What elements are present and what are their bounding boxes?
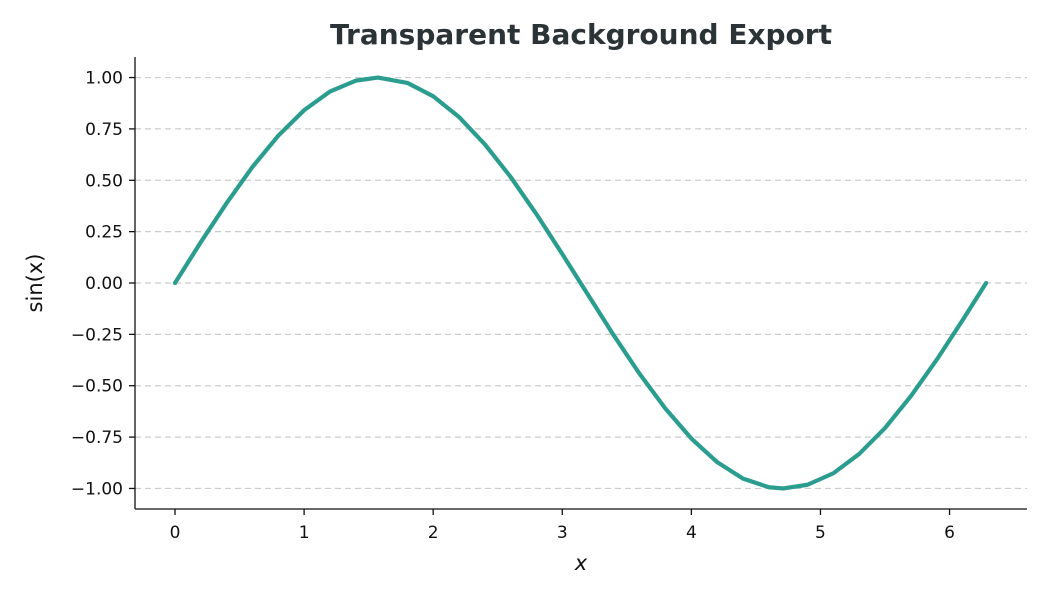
x-tick-label: 3 (557, 523, 568, 543)
y-tick-label: 0.75 (85, 120, 123, 140)
y-tick-label: −0.25 (71, 325, 123, 345)
y-tick-label: −0.75 (71, 428, 123, 448)
x-tick-label: 4 (686, 523, 697, 543)
y-axis-label: sin(x) (23, 254, 47, 313)
y-tick-label: 1.00 (85, 69, 123, 89)
x-tick-label: 1 (299, 523, 310, 543)
y-tick-label: −0.50 (71, 377, 123, 397)
chart-title: Transparent Background Export (330, 18, 832, 51)
y-tick-label: −1.00 (71, 479, 123, 499)
series-layer (172, 75, 989, 491)
x-tick-label: 0 (170, 523, 181, 543)
x-tick-label: 5 (815, 523, 826, 543)
y-tick-label: 0.25 (85, 223, 123, 243)
ticks-layer: 0 1 2 3 4 5 6 −1.00 −0.75 −0.50 −0.25 0.00 0.25 0.50 0… (71, 69, 955, 543)
x-axis-label: x (574, 551, 588, 575)
x-tick-label: 2 (428, 523, 439, 543)
y-tick-label: 0.50 (85, 171, 123, 191)
series-line-sin (172, 75, 989, 491)
x-tick-label: 6 (944, 523, 955, 543)
y-tick-label: 0.00 (85, 274, 123, 294)
